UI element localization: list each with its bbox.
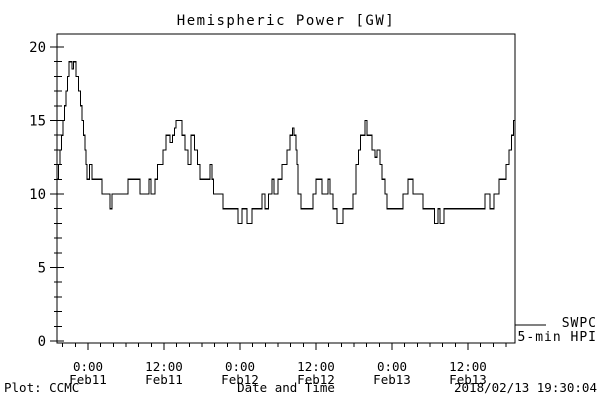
y-tick-label: 15 <box>29 114 46 130</box>
y-tick-label: 5 <box>38 261 46 277</box>
chart-title: Hemispheric Power [GW] <box>176 13 396 29</box>
x-tick-time-label: 12:00 <box>297 359 335 374</box>
x-tick-date-label: Feb13 <box>373 372 411 387</box>
legend-source-label: SWPC <box>561 316 597 331</box>
y-axis-title: P [GW] <box>0 192 50 208</box>
x-tick-time-label: 12:00 <box>449 359 487 374</box>
x-tick-date-label: Feb11 <box>69 372 107 387</box>
x-tick-date-label: Feb13 <box>449 372 487 387</box>
x-tick-date-label: Feb11 <box>145 372 183 387</box>
plot-credit: Plot: CCMC <box>4 380 80 395</box>
legend-series-label: 5-min HPI <box>517 330 597 345</box>
x-tick-date-label: Feb12 <box>221 372 259 387</box>
x-axis-title: Date and Time <box>237 380 335 395</box>
y-tick-label: 20 <box>29 40 46 56</box>
plot-border <box>56 33 516 344</box>
x-tick-time-label: 0:00 <box>73 359 103 374</box>
y-tick-label: 0 <box>38 334 46 350</box>
x-tick-time-label: 0:00 <box>377 359 407 374</box>
y-tick-label: 10 <box>29 187 46 203</box>
hpi-step-line <box>57 61 515 224</box>
x-tick-time-label: 0:00 <box>225 359 255 374</box>
x-tick-time-label: 12:00 <box>145 359 183 374</box>
x-tick-date-label: Feb12 <box>297 372 335 387</box>
plot-timestamp: 2018/02/13 19:30:04 <box>454 380 597 395</box>
